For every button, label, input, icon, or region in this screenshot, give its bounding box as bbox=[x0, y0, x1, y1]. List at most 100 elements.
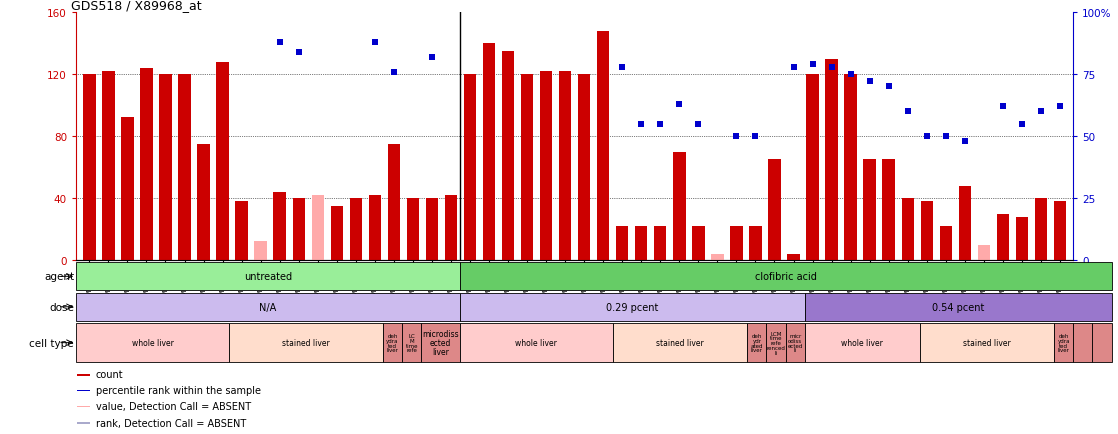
Bar bbox=[1016, 217, 1029, 260]
Bar bbox=[613, 323, 747, 362]
Point bbox=[1032, 108, 1050, 115]
Bar bbox=[402, 323, 421, 362]
Point bbox=[918, 133, 936, 140]
Text: whole liver: whole liver bbox=[515, 339, 557, 347]
Bar bbox=[540, 72, 552, 260]
Bar bbox=[597, 32, 609, 260]
Point bbox=[956, 138, 974, 145]
Text: stained liver: stained liver bbox=[282, 339, 330, 347]
Text: agent: agent bbox=[44, 272, 74, 282]
Bar bbox=[787, 254, 799, 260]
Bar bbox=[459, 293, 805, 321]
Point bbox=[880, 84, 898, 91]
Bar bbox=[749, 227, 761, 260]
Text: cell type: cell type bbox=[29, 338, 74, 348]
Bar bbox=[806, 75, 818, 260]
Point bbox=[633, 121, 651, 128]
Bar bbox=[1035, 198, 1048, 260]
Point bbox=[690, 121, 708, 128]
Bar bbox=[445, 195, 457, 260]
Bar bbox=[901, 198, 913, 260]
Bar bbox=[102, 72, 114, 260]
Bar bbox=[805, 293, 1111, 321]
Bar bbox=[805, 323, 920, 362]
Bar bbox=[140, 69, 153, 260]
Bar bbox=[825, 59, 837, 260]
Bar bbox=[1054, 202, 1067, 260]
Text: value, Detection Call = ABSENT: value, Detection Call = ABSENT bbox=[96, 401, 252, 411]
Bar bbox=[483, 44, 495, 260]
Point bbox=[728, 133, 746, 140]
Bar bbox=[76, 323, 229, 362]
Point bbox=[804, 62, 822, 69]
Bar bbox=[1092, 323, 1111, 362]
Text: whole liver: whole liver bbox=[132, 339, 173, 347]
Bar bbox=[274, 192, 286, 260]
Bar bbox=[217, 62, 229, 260]
Text: percentile rank within the sample: percentile rank within the sample bbox=[96, 385, 260, 395]
Text: deh
ydra
ted
liver: deh ydra ted liver bbox=[1058, 333, 1070, 352]
Point bbox=[1051, 104, 1069, 111]
Point bbox=[1013, 121, 1031, 128]
Bar bbox=[459, 263, 1111, 291]
Bar bbox=[1054, 323, 1073, 362]
Text: LC
M
time
refe: LC M time refe bbox=[1077, 333, 1089, 352]
Bar bbox=[369, 195, 381, 260]
Bar bbox=[236, 202, 248, 260]
Bar bbox=[229, 323, 382, 362]
Bar bbox=[76, 263, 459, 291]
Bar bbox=[844, 75, 856, 260]
Bar bbox=[178, 75, 191, 260]
Bar bbox=[293, 198, 305, 260]
Bar bbox=[635, 227, 647, 260]
Text: 0.54 pcent: 0.54 pcent bbox=[932, 302, 985, 312]
Point bbox=[899, 108, 917, 115]
Bar bbox=[730, 227, 742, 260]
Bar bbox=[786, 323, 805, 362]
Point bbox=[385, 69, 402, 76]
Bar bbox=[654, 227, 666, 260]
Bar bbox=[255, 242, 267, 260]
Text: microdiss
ected
liver: microdiss ected liver bbox=[423, 330, 458, 356]
Bar bbox=[863, 160, 875, 260]
Text: clofibric acid: clofibric acid bbox=[755, 272, 816, 282]
Bar bbox=[977, 245, 991, 260]
Point bbox=[671, 101, 689, 108]
Text: count: count bbox=[96, 370, 124, 380]
Bar bbox=[747, 323, 767, 362]
Bar bbox=[1073, 323, 1092, 362]
Text: GDS518 / X89968_at: GDS518 / X89968_at bbox=[72, 0, 201, 12]
Text: LCM
time
refe
renced
li: LCM time refe renced li bbox=[767, 331, 786, 355]
Bar bbox=[958, 186, 972, 260]
Point bbox=[861, 79, 879, 86]
Bar bbox=[578, 75, 590, 260]
Bar bbox=[121, 118, 133, 260]
Point bbox=[652, 121, 670, 128]
Bar bbox=[388, 145, 400, 260]
Point bbox=[290, 49, 307, 56]
Bar bbox=[459, 323, 613, 362]
Text: stained liver: stained liver bbox=[963, 339, 1011, 347]
Bar bbox=[692, 227, 704, 260]
Point bbox=[747, 133, 765, 140]
Bar bbox=[521, 75, 533, 260]
Point bbox=[366, 39, 383, 46]
Bar bbox=[768, 160, 780, 260]
Text: untreated: untreated bbox=[244, 272, 292, 282]
Point bbox=[271, 39, 288, 46]
Bar bbox=[464, 75, 476, 260]
Bar bbox=[350, 198, 362, 260]
Text: dose: dose bbox=[49, 302, 74, 312]
Bar bbox=[426, 198, 438, 260]
Bar bbox=[711, 254, 723, 260]
Point bbox=[994, 104, 1012, 111]
Bar bbox=[77, 406, 89, 408]
Bar bbox=[939, 227, 951, 260]
Point bbox=[423, 54, 440, 61]
Point bbox=[823, 64, 841, 71]
Bar bbox=[159, 75, 172, 260]
Bar bbox=[996, 214, 1010, 260]
Bar bbox=[83, 75, 95, 260]
Bar bbox=[76, 293, 459, 321]
Point bbox=[614, 64, 632, 71]
